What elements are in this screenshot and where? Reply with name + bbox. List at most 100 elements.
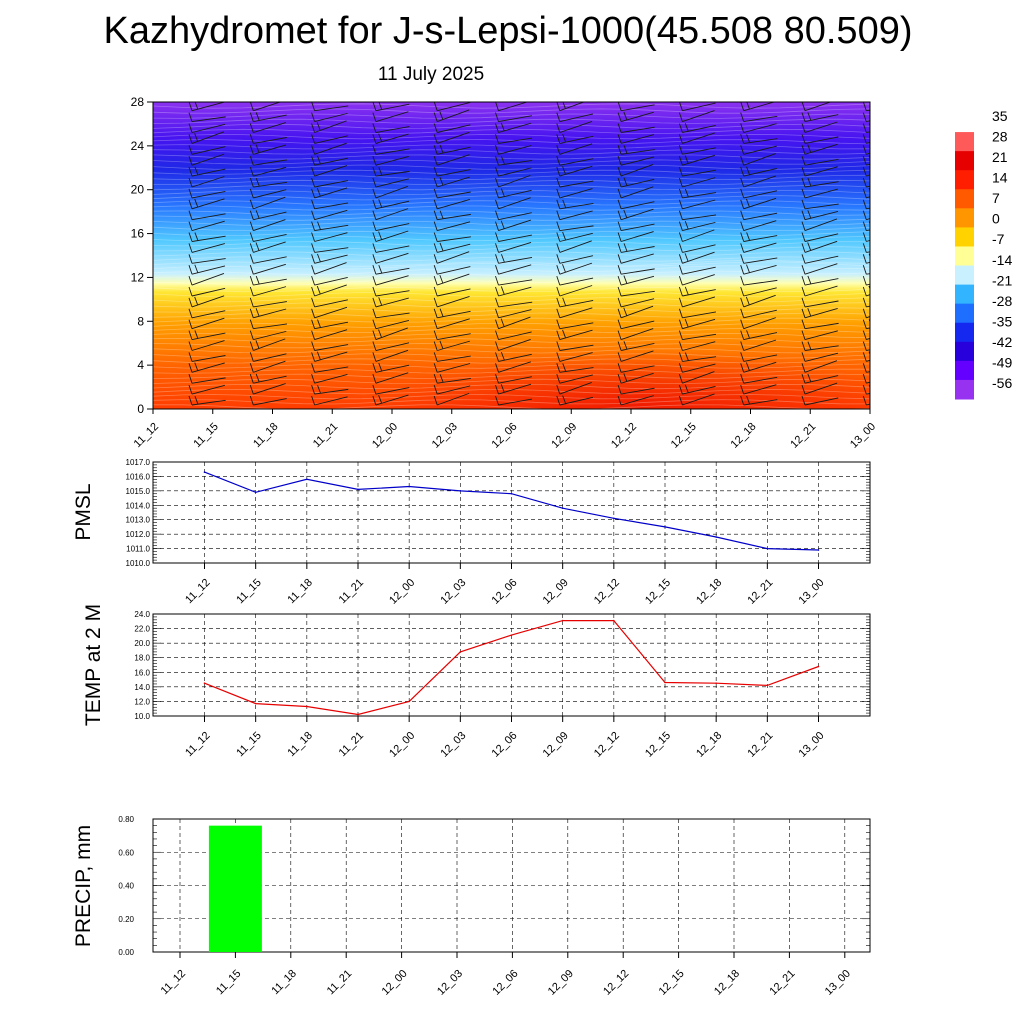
wind-barb [801, 319, 839, 330]
wind-barb [433, 109, 470, 123]
wind-barb [862, 374, 870, 384]
wind-barb [249, 286, 287, 297]
precip-x-tick-label: 12_03 [435, 968, 465, 998]
colorbar-swatch [955, 284, 974, 305]
temp-2m-y-tick-label: 20.0 [134, 639, 150, 648]
wind-barb [188, 264, 226, 275]
pmsl-point [613, 517, 615, 520]
wind-barb [188, 176, 225, 188]
precip-x-tick-label: 12_00 [380, 968, 410, 998]
wind-barb [678, 363, 716, 373]
pmsl-x-tick-label: 12_21 [745, 577, 775, 607]
wind-barb [617, 328, 654, 341]
wind-barb [556, 262, 593, 275]
wind-barb [249, 263, 286, 275]
contour-line [153, 353, 870, 359]
wind-barb [740, 275, 778, 286]
wind-barb [740, 175, 776, 188]
wind-barb [495, 297, 533, 308]
pmsl-x-tick-label: 11_12 [183, 577, 213, 607]
colorbar-label: -35 [992, 313, 1012, 329]
pmsl-point [817, 549, 820, 551]
contour-line [153, 144, 870, 150]
wind-barb [740, 123, 777, 133]
contour-line [153, 307, 870, 313]
wind-barb [311, 155, 348, 166]
wind-barb [678, 318, 716, 330]
wind-barb [862, 166, 870, 177]
wind-barb [372, 155, 409, 166]
temp-2m-panel: 24.0 22.0 20.0 18.0 16.0 14.0 12.0 10.0 11_12 11_… [82, 604, 871, 760]
temp-2m-ylabel: TEMP at 2 M [82, 604, 105, 726]
profile-x-tick-label: 11_21 [311, 421, 341, 451]
wind-barb [372, 362, 410, 373]
wind-barb [495, 351, 532, 362]
temp-2m-x-tick-label: 12_15 [643, 730, 673, 760]
wind-barb [495, 166, 532, 177]
precip-x-tick-label: 11_18 [269, 968, 299, 998]
wind-barb [311, 187, 348, 199]
profile-x-tick-label: 12_12 [609, 421, 639, 451]
wind-barb [678, 308, 716, 319]
wind-barb [740, 166, 777, 177]
wind-barb [678, 229, 715, 242]
temp-2m-x-tick-label: 12_00 [387, 730, 417, 760]
contour-line [153, 348, 870, 354]
wind-barb [801, 177, 839, 188]
profile-x-tick-label: 11_15 [191, 421, 221, 451]
wind-barb [495, 286, 532, 297]
pmsl-x-tick-label: 12_12 [592, 577, 622, 607]
wind-barb [740, 330, 778, 341]
wind-barb [740, 264, 777, 275]
pmsl-x-tick-label: 11_21 [337, 577, 367, 607]
temp-2m-point [715, 682, 717, 685]
pmsl-y-tick-label: 1017.0 [126, 458, 151, 467]
wind-barb [311, 112, 348, 123]
wind-barb [801, 254, 839, 264]
wind-barb [617, 265, 655, 275]
wind-barb [433, 308, 471, 319]
wind-barb [311, 297, 348, 308]
contour-line [153, 128, 870, 135]
wind-barb [188, 188, 226, 199]
wind-barb [801, 330, 838, 341]
wind-barb [556, 254, 594, 264]
profile-y-axis: 0 4 8 12 16 20 24 28 [131, 95, 153, 416]
wind-barb [372, 185, 409, 199]
wind-barb [862, 330, 870, 341]
wind-barb [740, 197, 777, 210]
precip-x-tick-label: 11_12 [159, 968, 189, 998]
wind-barb [249, 308, 287, 319]
wind-barb [617, 123, 655, 133]
temp-2m-x-tick-label: 12_06 [490, 730, 520, 760]
wind-barb [740, 339, 777, 351]
temp-2m-point [203, 682, 206, 685]
pmsl-y-tick-label: 1014.0 [126, 501, 151, 510]
profile-y-tick-label: 16 [131, 227, 145, 241]
colorbar-label: -14 [992, 252, 1012, 268]
pmsl-y-tick-label: 1013.0 [126, 516, 151, 525]
contour-lines [153, 103, 870, 409]
colorbar-swatch [955, 170, 974, 190]
contour-line [153, 286, 870, 293]
wind-barb [617, 319, 655, 330]
wind-barb [801, 102, 832, 112]
wind-barb [188, 273, 225, 286]
colorbar-label: -21 [992, 272, 1012, 288]
profile-x-axis: 11_12 11_15 11_18 11_21 12_00 12_03 12_06 12_09… [132, 409, 878, 451]
wind-barb [311, 306, 348, 319]
wind-barb [433, 273, 470, 286]
precip-x-tick-label: 12_06 [490, 968, 520, 998]
wind-barb [862, 134, 870, 144]
wind-barb [433, 102, 471, 112]
wind-barb [372, 275, 409, 286]
wind-barb [495, 264, 532, 275]
wind-barb [678, 371, 715, 384]
wind-barb [556, 395, 594, 406]
wind-barb [617, 164, 654, 177]
wind-barb [311, 232, 348, 242]
pmsl-x-tick-label: 12_18 [694, 577, 724, 607]
wind-barb [311, 384, 349, 395]
wind-barb [311, 284, 347, 297]
precip-x-tick-label: 12_15 [657, 968, 687, 998]
